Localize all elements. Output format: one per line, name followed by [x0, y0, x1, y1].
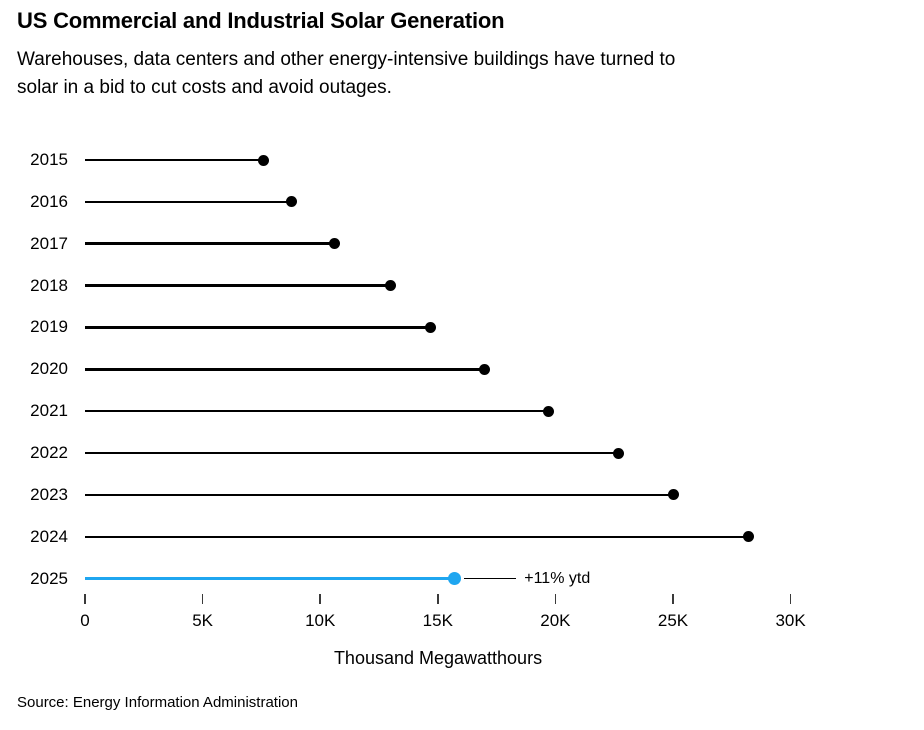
x-axis-tick-label-30K: 30K — [775, 611, 806, 630]
x-axis-tick-0 — [84, 594, 86, 604]
source-note: Source: Energy Information Administratio… — [17, 694, 298, 711]
lollipop-stem-2022 — [85, 451, 619, 455]
row-label-2022: 2022 — [30, 443, 68, 463]
lollipop-stem-2015 — [85, 158, 264, 162]
chart-subtitle: Warehouses, data centers and other energ… — [17, 46, 675, 102]
lollipop-dot-2021 — [542, 405, 554, 417]
x-axis-tick-label-20K: 20K — [540, 611, 571, 630]
x-axis-tick-20K — [554, 594, 557, 604]
x-axis-tick-label-10K: 10K — [305, 611, 336, 630]
row-label-2019: 2019 — [30, 317, 68, 337]
x-axis-tick-label-15K: 15K — [422, 611, 453, 630]
lollipop-stem-2025 — [85, 576, 455, 581]
row-label-2021: 2021 — [30, 401, 68, 421]
lollipop-stem-2018 — [85, 284, 391, 287]
x-axis-tick-25K — [672, 594, 674, 604]
lollipop-dot-2015 — [258, 154, 270, 166]
row-label-2025: 2025 — [30, 568, 68, 588]
chart-title: US Commercial and Industrial Solar Gener… — [17, 8, 505, 33]
x-axis-tick-label-5K: 5K — [192, 611, 213, 630]
lollipop-stem-2020 — [85, 368, 485, 371]
subtitle-line-1: Warehouses, data centers and other energ… — [17, 49, 676, 70]
lollipop-dot-2025 — [447, 572, 461, 586]
lollipop-stem-2024 — [85, 535, 749, 539]
lollipop-dot-2023 — [667, 489, 679, 501]
x-axis-tick-30K — [789, 594, 792, 604]
row-label-2023: 2023 — [30, 484, 68, 504]
x-axis-tick-label-25K: 25K — [657, 611, 689, 630]
row-label-2017: 2017 — [30, 233, 68, 253]
subtitle-line-2: solar in a bid to cut costs and avoid ou… — [17, 77, 392, 98]
row-label-2015: 2015 — [30, 150, 68, 169]
lollipop-stem-2021 — [85, 409, 549, 413]
row-label-2018: 2018 — [30, 275, 68, 295]
row-label-2020: 2020 — [30, 359, 68, 379]
lollipop-dot-2020 — [479, 363, 491, 375]
lollipop-stem-2016 — [85, 200, 292, 204]
x-axis-tick-15K — [437, 594, 439, 604]
row-label-2024: 2024 — [30, 526, 68, 546]
lollipop-stem-2017 — [85, 242, 335, 245]
annotation-connector-line — [464, 577, 517, 580]
lollipop-dot-2018 — [385, 280, 397, 292]
annotation-label: +11% ytd — [524, 569, 591, 587]
x-axis-tick-5K — [201, 594, 204, 604]
lollipop-dot-2019 — [425, 321, 437, 333]
x-axis-tick-10K — [319, 594, 321, 604]
x-axis-title: Thousand Megawatthours — [333, 648, 543, 668]
lollipop-dot-2017 — [328, 238, 340, 250]
lollipop-dot-2016 — [286, 196, 298, 208]
lollipop-stem-2023 — [85, 493, 673, 497]
lollipop-dot-2024 — [742, 531, 754, 543]
lollipop-dot-2022 — [613, 447, 625, 459]
row-label-2016: 2016 — [30, 191, 68, 211]
lollipop-stem-2019 — [85, 326, 431, 329]
x-axis-tick-label-0: 0 — [80, 611, 90, 630]
